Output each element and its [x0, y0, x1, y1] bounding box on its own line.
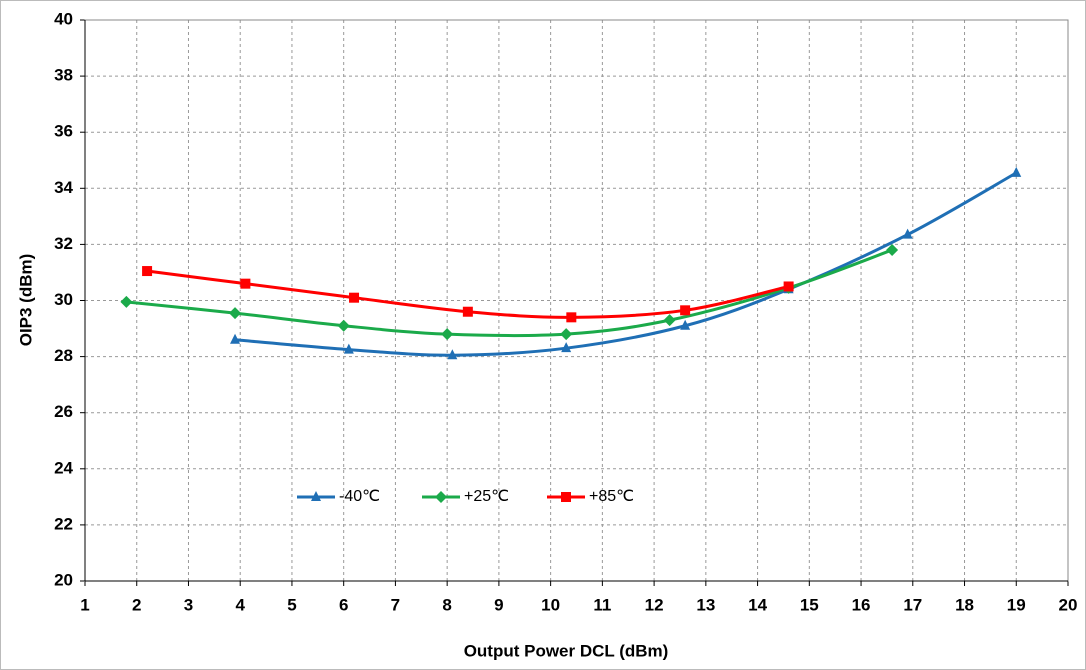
marker: [663, 314, 676, 327]
y-tick-label: 24: [54, 458, 73, 477]
y-tick-label: 36: [54, 122, 73, 141]
x-tick-label: 16: [852, 595, 871, 614]
marker: [435, 491, 447, 503]
x-tick-label: 13: [696, 595, 715, 614]
marker: [886, 244, 899, 257]
x-tick-label: 19: [1007, 595, 1026, 614]
y-tick-label: 34: [54, 178, 73, 197]
marker: [561, 342, 572, 353]
x-tick-label: 17: [903, 595, 922, 614]
marker: [783, 281, 794, 292]
marker: [120, 295, 133, 308]
marker: [240, 278, 251, 289]
legend-label: +85℃: [589, 488, 634, 505]
x-tick-label: 12: [645, 595, 664, 614]
marker: [462, 306, 473, 317]
y-tick-label: 30: [54, 290, 73, 309]
x-tick-label: 3: [184, 595, 193, 614]
marker: [447, 349, 458, 360]
marker: [349, 292, 360, 303]
x-tick-label: 9: [494, 595, 503, 614]
x-tick-label: 4: [235, 595, 245, 614]
marker: [1011, 166, 1022, 177]
marker: [142, 266, 153, 277]
marker: [561, 492, 571, 502]
x-tick-label: 8: [442, 595, 451, 614]
marker: [902, 228, 913, 239]
marker: [680, 319, 691, 330]
y-tick-label: 32: [54, 234, 73, 253]
x-tick-label: 14: [748, 595, 767, 614]
x-tick-label: 10: [541, 595, 560, 614]
legend-label: -40℃: [339, 488, 380, 505]
marker: [230, 333, 241, 344]
marker: [680, 305, 691, 316]
y-tick-label: 28: [54, 346, 73, 365]
marker: [560, 328, 573, 341]
marker: [343, 343, 354, 354]
marker: [229, 307, 242, 320]
x-tick-label: 20: [1059, 595, 1078, 614]
marker: [311, 491, 321, 501]
y-tick-label: 38: [54, 66, 73, 85]
y-tick-label: 40: [54, 9, 73, 28]
x-axis-label: Output Power DCL (dBm): [464, 641, 669, 660]
x-tick-label: 11: [593, 595, 611, 614]
x-tick-label: 1: [80, 595, 89, 614]
x-tick-label: 7: [391, 595, 400, 614]
marker: [566, 312, 577, 323]
legend-label: +25℃: [464, 488, 509, 505]
x-tick-label: 15: [800, 595, 819, 614]
x-tick-label: 18: [955, 595, 974, 614]
x-tick-label: 6: [339, 595, 348, 614]
y-tick-label: 26: [54, 402, 73, 421]
marker: [441, 328, 454, 341]
x-tick-label: 5: [287, 595, 296, 614]
marker: [337, 319, 350, 332]
y-tick-label: 22: [54, 514, 73, 533]
x-tick-label: 2: [132, 595, 141, 614]
series-line: [126, 248, 893, 338]
y-tick-label: 20: [54, 570, 73, 589]
series-line: [234, 171, 1018, 357]
y-axis-label: OIP3 (dBm): [16, 254, 35, 347]
